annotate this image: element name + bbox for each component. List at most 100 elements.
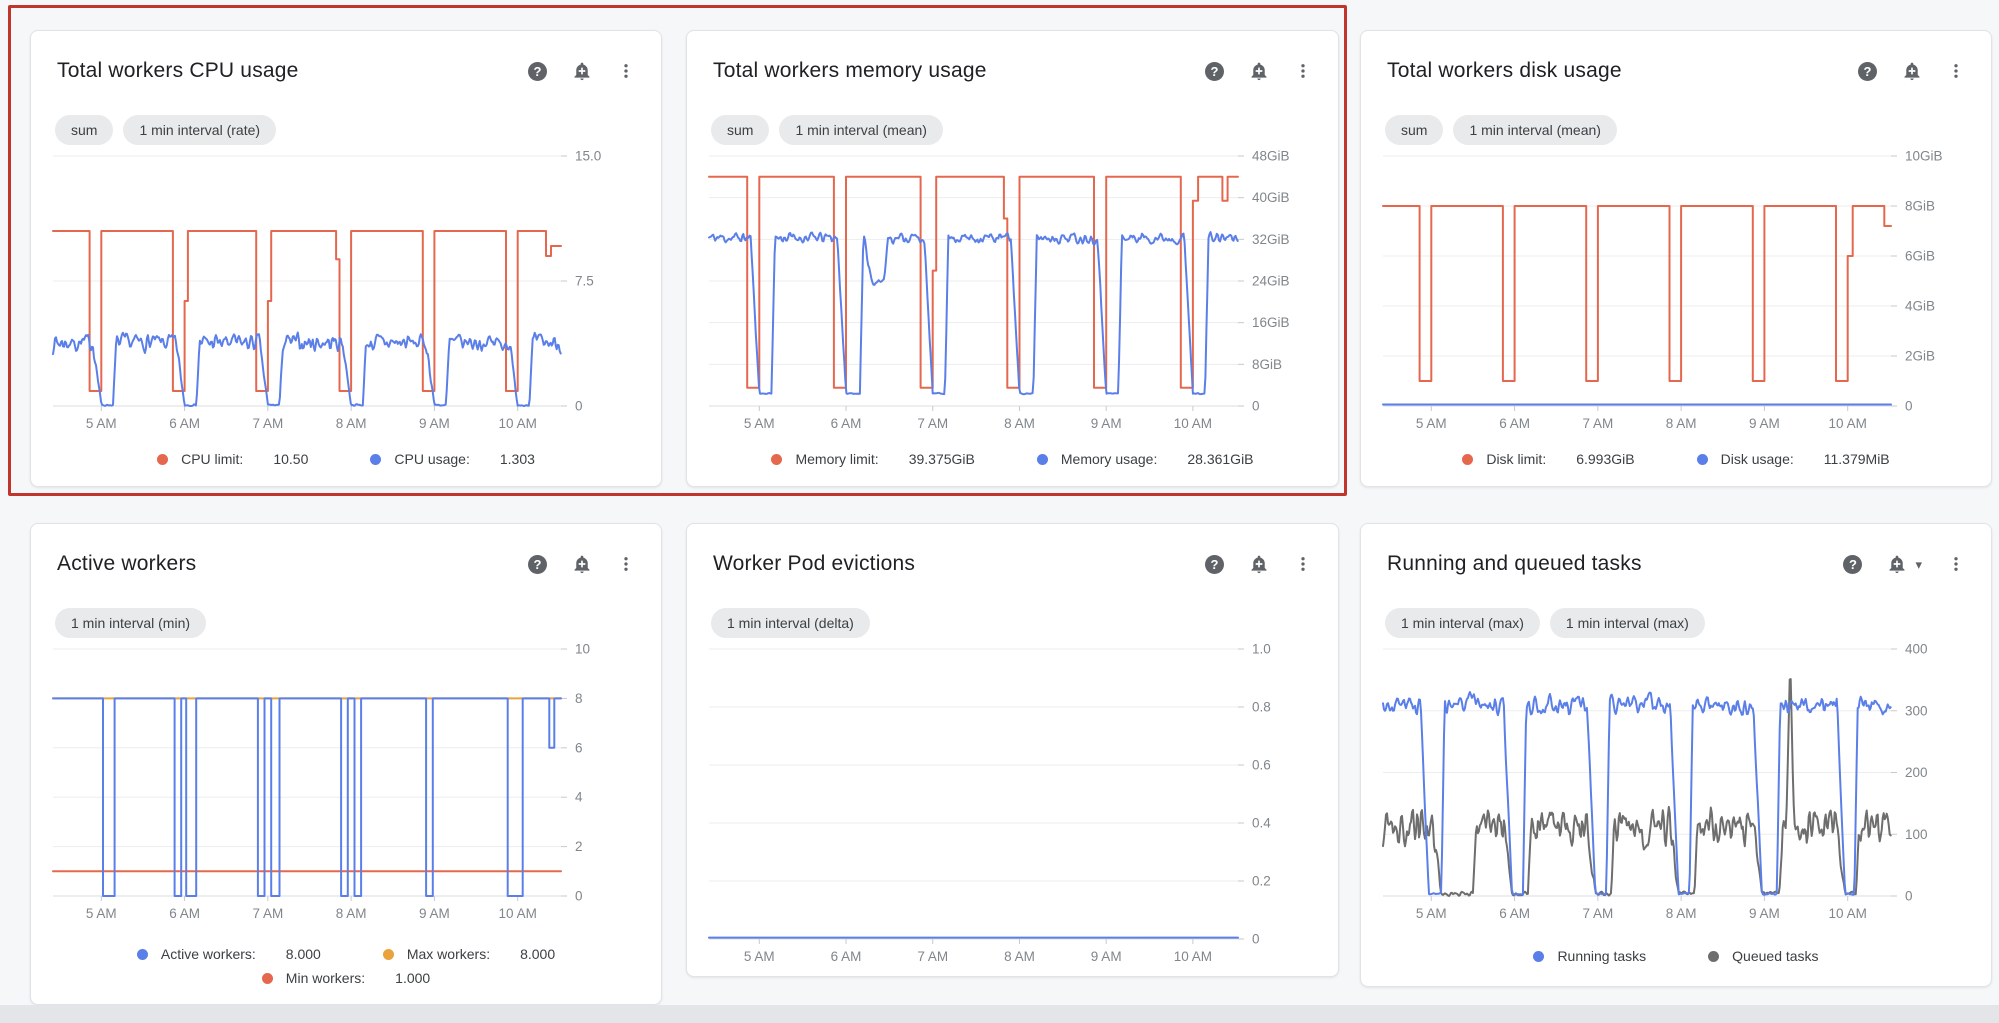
help-icon[interactable]: ? xyxy=(1858,61,1877,81)
svg-text:6GiB: 6GiB xyxy=(1905,249,1935,264)
chip[interactable]: 1 min interval (min) xyxy=(55,608,207,638)
legend-item[interactable]: Running tasks xyxy=(1533,948,1646,964)
svg-text:0: 0 xyxy=(1905,399,1913,414)
svg-text:0: 0 xyxy=(575,399,583,414)
legend-label: CPU limit: xyxy=(181,451,244,467)
legend-item[interactable]: Disk limit: 6.993GiB xyxy=(1462,451,1635,467)
card-actions: ? xyxy=(1205,554,1312,574)
svg-text:8 AM: 8 AM xyxy=(336,416,367,431)
legend-value: 6.993GiB xyxy=(1576,451,1635,467)
svg-text:4: 4 xyxy=(575,790,583,805)
svg-text:8: 8 xyxy=(575,691,583,706)
legend-value: 11.379MiB xyxy=(1823,451,1890,467)
alert-dropdown-caret[interactable]: ▾ xyxy=(1915,556,1922,572)
legend: CPU limit: 10.50 CPU usage: 1.303 xyxy=(31,451,661,467)
legend-item[interactable]: Memory limit: 39.375GiB xyxy=(771,451,975,467)
add-alert-icon[interactable] xyxy=(1902,61,1922,81)
chip[interactable]: 1 min interval (rate) xyxy=(123,115,277,145)
legend: Memory limit: 39.375GiB Memory usage: 28.36… xyxy=(687,451,1338,467)
chart-worker-pod-evictions[interactable]: 1.0 0.8 0.6 0.4 0.2 0 5 AM 6 AM 7 AM 8 AM 9 AM 10 A… xyxy=(687,524,1338,976)
svg-text:16GiB: 16GiB xyxy=(1252,315,1290,330)
add-alert-icon[interactable] xyxy=(572,61,592,81)
svg-text:8GiB: 8GiB xyxy=(1252,357,1282,372)
svg-text:15.0: 15.0 xyxy=(575,149,601,164)
chip[interactable]: 1 min interval (delta) xyxy=(711,608,870,638)
svg-text:7.5: 7.5 xyxy=(575,274,594,289)
svg-text:10 AM: 10 AM xyxy=(499,906,537,921)
legend-item[interactable]: Disk usage: 11.379MiB xyxy=(1696,451,1890,467)
chart-cpu-usage[interactable]: 15.0 7.5 0 5 AM 6 AM 7 AM 8 AM 9 AM 10 AM xyxy=(31,31,661,486)
svg-text:7 AM: 7 AM xyxy=(1582,416,1613,431)
legend-dot xyxy=(1533,950,1545,962)
card-running-and-queued-tasks: Running and queued tasks ? ▾ 1 min inter… xyxy=(1360,523,1992,987)
svg-text:100: 100 xyxy=(1905,827,1928,842)
legend-item[interactable]: Max workers: 8.000 xyxy=(382,946,556,962)
svg-text:6 AM: 6 AM xyxy=(1499,906,1530,921)
legend-item[interactable]: Active workers: 8.000 xyxy=(136,946,321,962)
svg-text:2GiB: 2GiB xyxy=(1905,349,1935,364)
legend-item[interactable]: CPU usage: 1.303 xyxy=(370,451,535,467)
chart-running-and-queued-tasks[interactable]: 400 300 200 100 0 5 AM 6 AM 7 AM 8 AM 9 AM 10 AM xyxy=(1361,524,1991,986)
more-vert-icon[interactable] xyxy=(1947,555,1965,573)
more-vert-icon[interactable] xyxy=(617,62,635,80)
legend-item[interactable]: Min workers: 1.000 xyxy=(261,970,430,986)
legend-row: Memory limit: 39.375GiB Memory usage: 28.36… xyxy=(771,451,1254,467)
card-total-workers-disk-usage: Total workers disk usage ? sum 1 min inte… xyxy=(1360,30,1992,487)
svg-text:9 AM: 9 AM xyxy=(1091,416,1122,431)
help-icon[interactable]: ? xyxy=(1205,61,1224,81)
svg-text:400: 400 xyxy=(1905,642,1928,657)
legend-item[interactable]: Memory usage: 28.361GiB xyxy=(1036,451,1254,467)
help-icon[interactable]: ? xyxy=(1843,554,1863,574)
legend-value: 8.000 xyxy=(285,946,321,962)
svg-text:6 AM: 6 AM xyxy=(1499,416,1530,431)
legend-label: Active workers: xyxy=(160,946,256,962)
chips-row: 1 min interval (delta) xyxy=(711,608,870,638)
chip[interactable]: 1 min interval (mean) xyxy=(779,115,943,145)
svg-text:0.2: 0.2 xyxy=(1252,874,1271,889)
svg-text:7 AM: 7 AM xyxy=(917,416,948,431)
legend-dot xyxy=(1696,453,1708,465)
add-alert-icon[interactable] xyxy=(1249,554,1269,574)
add-alert-icon[interactable] xyxy=(1887,554,1907,574)
svg-text:1.0: 1.0 xyxy=(1252,642,1271,657)
help-icon[interactable]: ? xyxy=(528,554,547,574)
legend-item[interactable]: Queued tasks xyxy=(1708,948,1819,964)
chip[interactable]: 1 min interval (max) xyxy=(1385,608,1540,638)
legend-value: 28.361GiB xyxy=(1187,451,1254,467)
legend: Running tasks Queued tasks xyxy=(1361,948,1991,964)
svg-text:10 AM: 10 AM xyxy=(1174,416,1212,431)
more-vert-icon[interactable] xyxy=(1947,62,1965,80)
legend-item[interactable]: CPU limit: 10.50 xyxy=(157,451,308,467)
chip[interactable]: 1 min interval (mean) xyxy=(1453,115,1617,145)
chip[interactable]: 1 min interval (max) xyxy=(1549,608,1705,638)
chips-row: sum 1 min interval (mean) xyxy=(711,115,943,145)
svg-text:5 AM: 5 AM xyxy=(1416,906,1447,921)
chart-active-workers[interactable]: 10 8 6 4 2 0 5 AM 6 AM 7 AM 8 AM 9 AM 10 AM xyxy=(31,524,661,1004)
add-alert-icon[interactable] xyxy=(1249,61,1269,81)
legend-row: Min workers: 1.000 xyxy=(261,970,430,986)
chips-row: 1 min interval (min) xyxy=(55,608,207,638)
svg-text:10 AM: 10 AM xyxy=(1174,949,1212,964)
more-vert-icon[interactable] xyxy=(617,555,635,573)
chart-disk-usage[interactable]: 10GiB 8GiB 6GiB 4GiB 2GiB 0 5 AM 6 AM 7 AM 8 AM 9 … xyxy=(1361,31,1991,486)
legend-value: 8.000 xyxy=(520,946,556,962)
chips-row: sum 1 min interval (mean) xyxy=(1385,115,1617,145)
svg-text:7 AM: 7 AM xyxy=(252,906,283,921)
svg-text:5 AM: 5 AM xyxy=(744,949,775,964)
card-total-workers-memory-usage: Total workers memory usage ? sum 1 min in… xyxy=(686,30,1339,487)
more-vert-icon[interactable] xyxy=(1294,62,1312,80)
card-active-workers: Active workers ? 1 min interval (min) 10… xyxy=(30,523,662,1005)
card-actions: ? xyxy=(1858,61,1965,81)
svg-text:8 AM: 8 AM xyxy=(1004,949,1035,964)
chart-memory-usage[interactable]: 48GiB 40GiB 32GiB 24GiB 16GiB 8GiB 0 5 AM 6 AM 7 … xyxy=(687,31,1338,486)
legend-label: Memory limit: xyxy=(795,451,879,467)
more-vert-icon[interactable] xyxy=(1294,555,1312,573)
chip[interactable]: sum xyxy=(55,115,114,145)
help-icon[interactable]: ? xyxy=(1205,554,1224,574)
legend-row: CPU limit: 10.50 CPU usage: 1.303 xyxy=(157,451,535,467)
svg-text:7 AM: 7 AM xyxy=(1582,906,1613,921)
help-icon[interactable]: ? xyxy=(528,61,547,81)
chip[interactable]: sum xyxy=(711,115,770,145)
chip[interactable]: sum xyxy=(1385,115,1444,145)
add-alert-icon[interactable] xyxy=(572,554,592,574)
